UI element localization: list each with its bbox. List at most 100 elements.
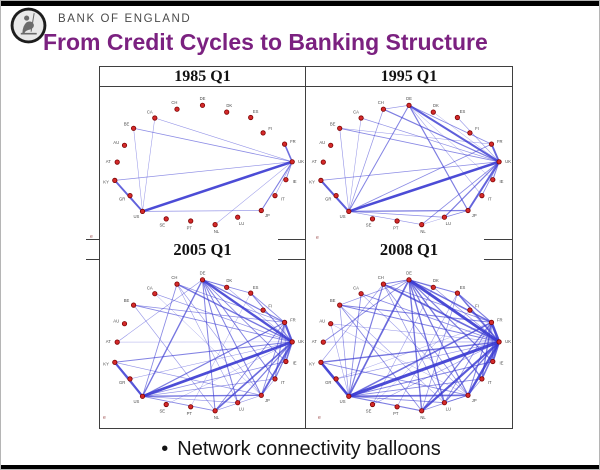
node-CA — [152, 115, 158, 121]
node-PT — [188, 218, 194, 224]
top-border-bar — [1, 1, 599, 6]
node-DK — [430, 109, 436, 115]
node-label-FR: FR — [497, 317, 503, 322]
node-label-DE: DE — [200, 270, 206, 275]
node-FI — [467, 130, 473, 136]
node-DK — [224, 284, 230, 290]
node-label-FI: FI — [268, 126, 272, 131]
node-PT — [394, 218, 400, 224]
node-UK — [289, 159, 295, 165]
node-label-CA: CA — [353, 110, 359, 115]
node-label-FI: FI — [475, 303, 479, 308]
node-label-BE: BE — [330, 122, 336, 127]
node-label-CA: CA — [353, 285, 359, 290]
node-label-ES: ES — [460, 285, 466, 290]
bottom-border-bar — [1, 465, 599, 469]
stray-mark: e — [318, 415, 321, 421]
node-CH — [380, 106, 387, 112]
node-CA — [358, 115, 364, 121]
node-label-NL: NL — [420, 415, 426, 420]
node-label-SE: SE — [366, 223, 372, 228]
node-label-BE: BE — [330, 298, 336, 303]
node-ES — [454, 290, 460, 296]
node-label-PT: PT — [187, 411, 193, 416]
node-CH — [174, 281, 180, 287]
node-SE — [163, 216, 169, 222]
node-AT — [114, 339, 120, 345]
node-DK — [224, 109, 230, 115]
node-label-US: US — [133, 214, 139, 219]
node-KY — [112, 177, 118, 184]
network-graph-1985q1: DE DK ES FI FR UK IE IT JP LU NL PT SE US GR KY AT AU BE CA… — [103, 96, 304, 234]
panel-title-2008q1: 2008 Q1 — [379, 240, 439, 259]
node-label-UK: UK — [298, 339, 304, 344]
node-label-US: US — [340, 214, 346, 219]
node-label-FI: FI — [475, 126, 479, 131]
node-label-JP: JP — [265, 398, 270, 403]
node-NL — [212, 222, 218, 228]
node-label-ES: ES — [253, 285, 259, 290]
node-UK — [496, 339, 502, 345]
node-label-DE: DE — [406, 270, 412, 275]
node-label-DK: DK — [226, 103, 232, 108]
node-IE — [283, 177, 289, 183]
node-label-LU: LU — [239, 407, 244, 412]
node-DE — [199, 277, 206, 283]
node-label-DE: DE — [406, 96, 412, 101]
node-label-GR: GR — [325, 380, 331, 385]
node-label-FR: FR — [290, 317, 296, 322]
node-label-IT: IT — [281, 197, 285, 202]
node-label-AU: AU — [113, 140, 119, 145]
node-label-JP: JP — [472, 213, 477, 218]
node-KY — [318, 177, 324, 184]
node-label-AU: AU — [319, 319, 325, 324]
network-graph-2005q1: DE DK ES FI FR UK IE IT JP LU NL PT SE US GR KY AT AU BE CA… — [103, 270, 304, 420]
node-AU — [121, 142, 128, 148]
node-LU — [441, 214, 447, 220]
node-FI — [260, 130, 266, 136]
node-FR — [282, 141, 288, 147]
node-AT — [320, 339, 326, 345]
node-LU — [441, 400, 447, 406]
node-label-NL: NL — [214, 229, 220, 234]
node-PT — [394, 404, 400, 410]
node-ES — [248, 114, 254, 121]
node-BE — [130, 125, 137, 131]
node-label-DK: DK — [226, 278, 232, 283]
node-FI — [467, 307, 473, 313]
node-CA — [358, 291, 364, 297]
node-DE — [406, 277, 412, 283]
node-label-CA: CA — [147, 285, 153, 290]
node-US — [139, 393, 146, 399]
node-label-IE: IE — [293, 179, 297, 184]
node-label-KY: KY — [103, 361, 109, 366]
node-AT — [320, 159, 326, 165]
node-JP — [258, 207, 264, 214]
node-US — [139, 208, 146, 215]
node-label-GR: GR — [119, 197, 125, 202]
node-BE — [337, 125, 343, 131]
node-label-IT: IT — [488, 380, 492, 385]
node-label-NL: NL — [420, 229, 426, 234]
stray-mark: e — [103, 415, 106, 421]
node-DK — [430, 284, 436, 290]
node-label-FR: FR — [497, 139, 503, 144]
node-label-US: US — [340, 399, 346, 404]
figure-center-divider — [305, 67, 306, 428]
node-label-NL: NL — [214, 415, 220, 420]
brand-text: BANK OF ENGLAND — [58, 13, 192, 25]
node-label-US: US — [133, 399, 139, 404]
node-label-UK: UK — [505, 159, 511, 164]
node-label-IT: IT — [488, 197, 492, 202]
node-label-SE: SE — [160, 408, 166, 413]
node-GR — [333, 193, 339, 199]
node-IT — [479, 193, 485, 199]
node-label-KY: KY — [309, 179, 315, 184]
node-label-SE: SE — [366, 408, 372, 413]
node-AU — [121, 321, 128, 327]
node-label-FR: FR — [290, 139, 296, 144]
node-GR — [127, 193, 133, 199]
node-label-SE: SE — [160, 223, 166, 228]
node-GR — [127, 376, 133, 382]
node-UK — [289, 339, 295, 345]
